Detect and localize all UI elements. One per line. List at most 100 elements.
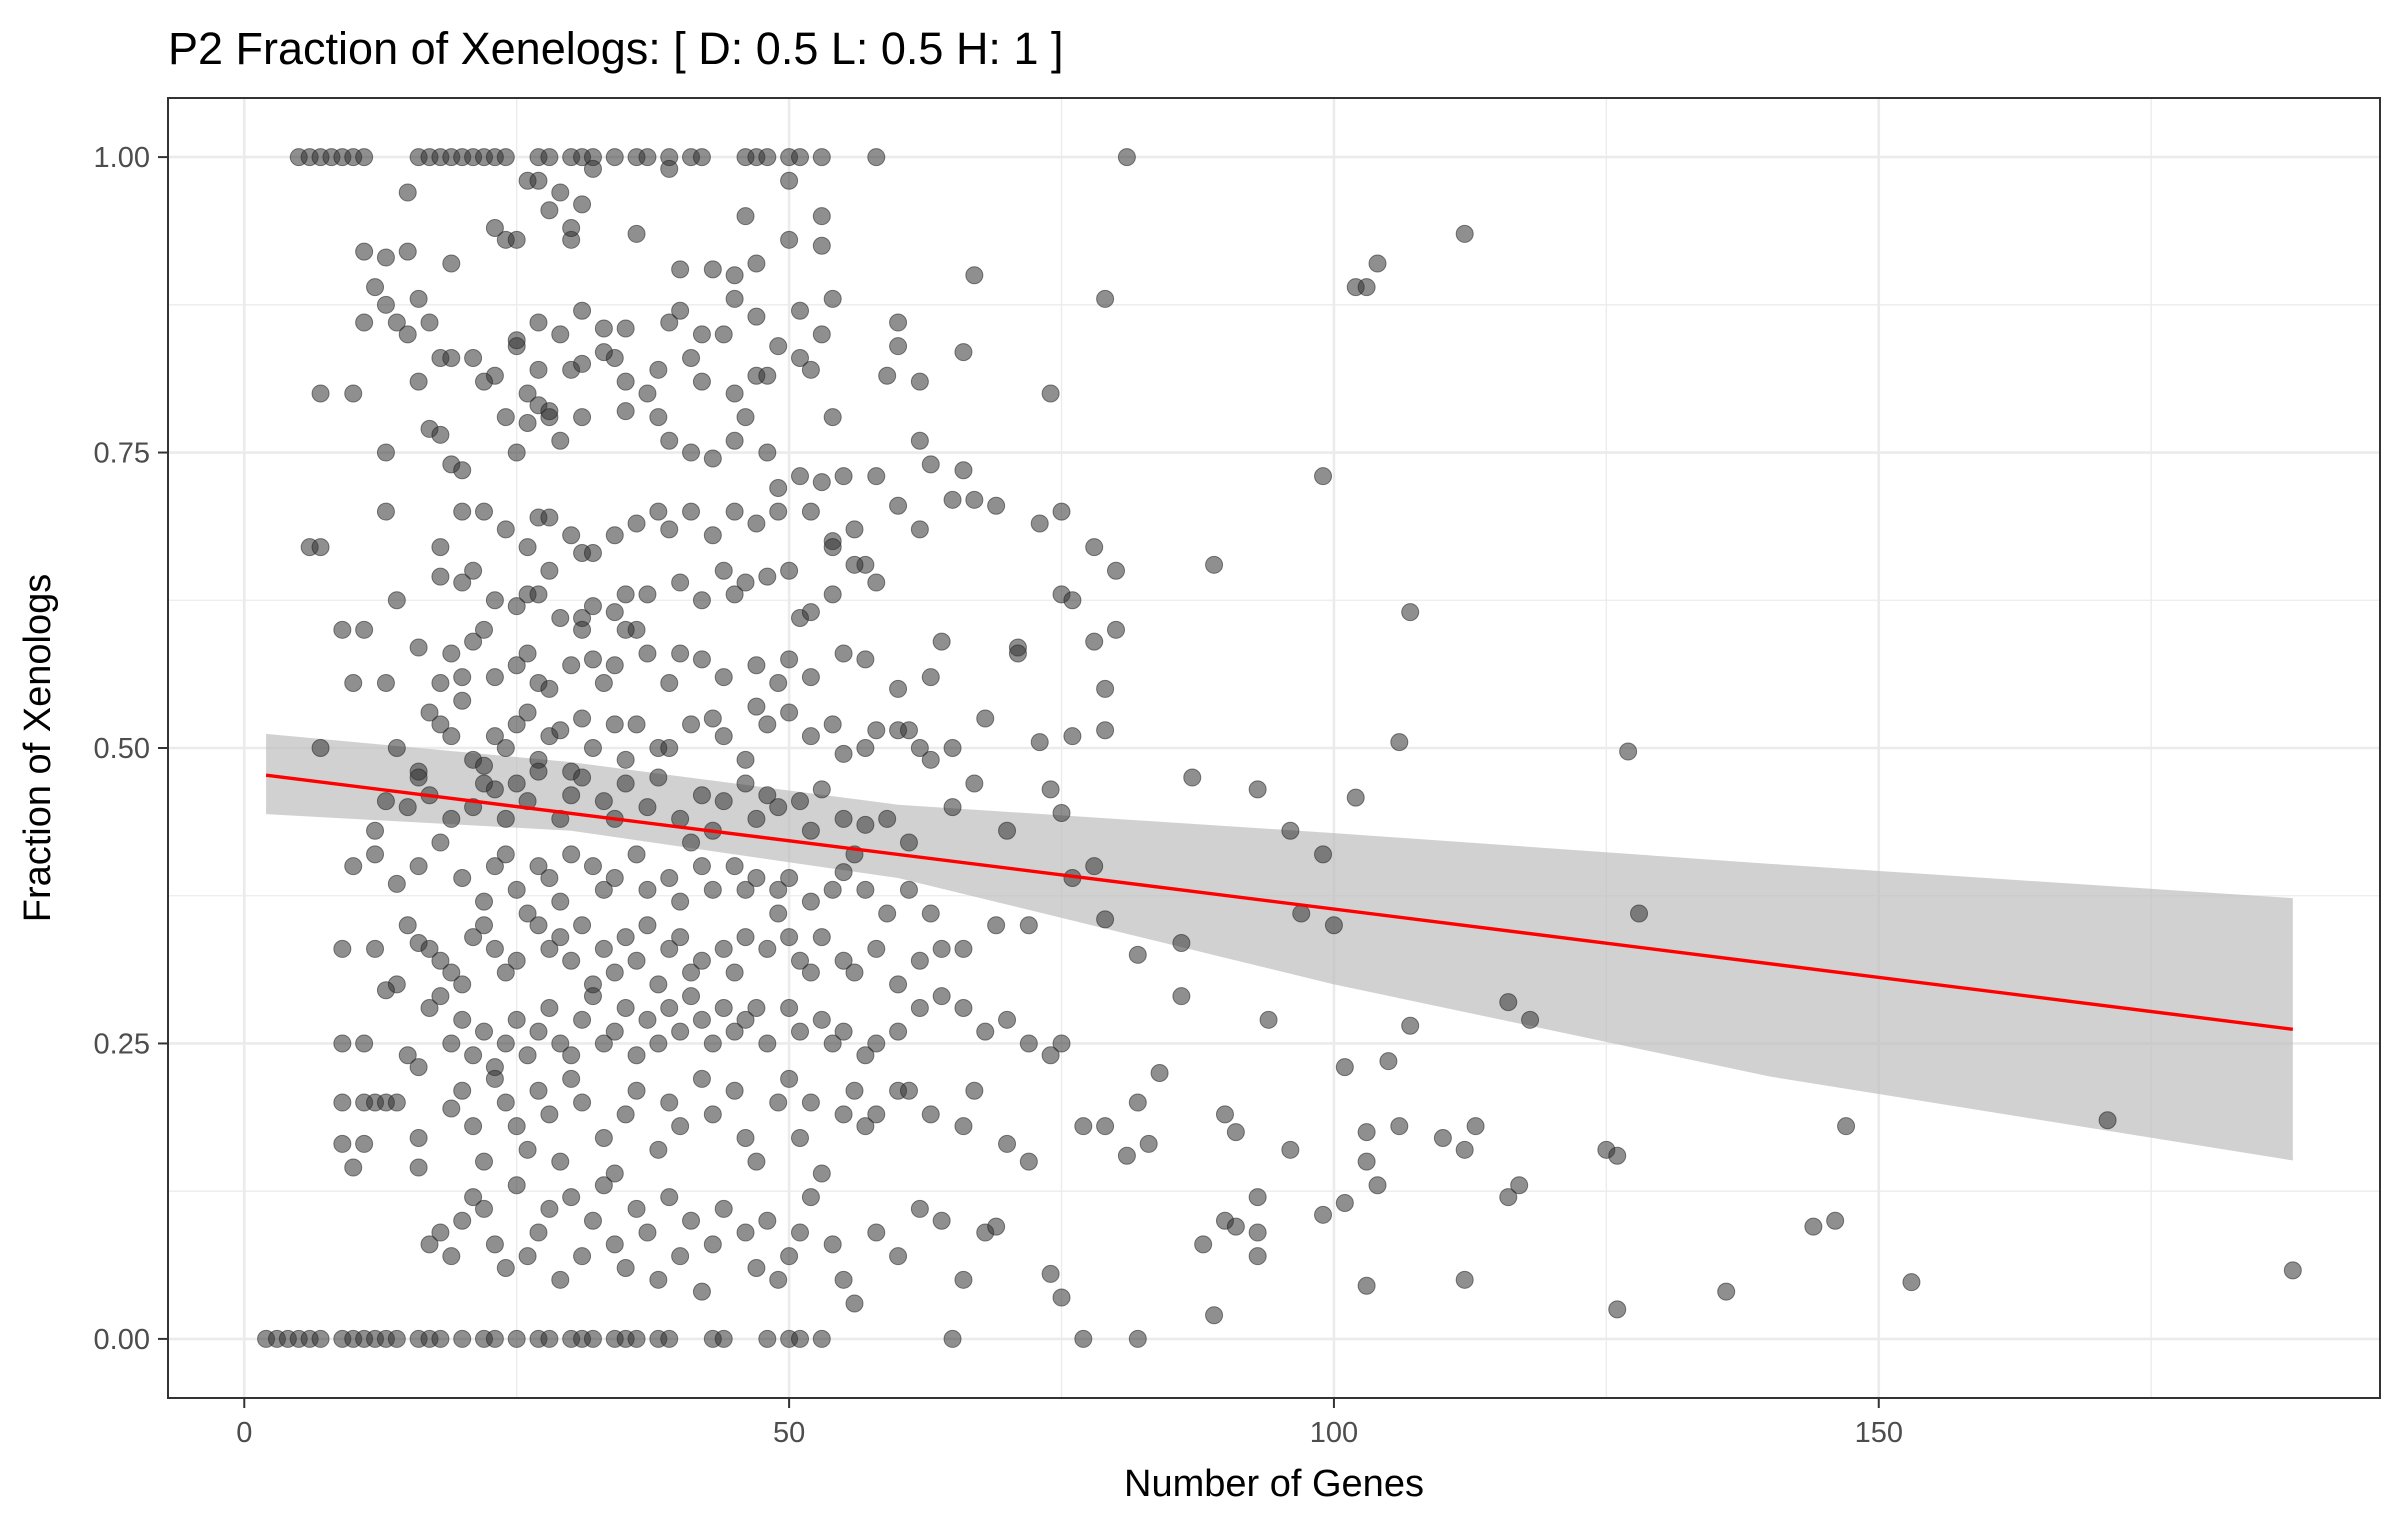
- data-point: [431, 567, 450, 586]
- data-point: [812, 780, 831, 799]
- data-point: [627, 845, 646, 864]
- data-point: [453, 975, 472, 994]
- data-point: [496, 1034, 515, 1053]
- data-point: [747, 1152, 766, 1171]
- data-point: [682, 715, 701, 734]
- data-point: [921, 668, 940, 687]
- data-point: [605, 869, 624, 887]
- data-point: [1019, 1034, 1038, 1053]
- data-point: [1041, 780, 1060, 799]
- data-point: [1096, 1117, 1115, 1136]
- data-point: [725, 585, 744, 604]
- data-point: [529, 1081, 548, 1100]
- data-point: [1063, 727, 1082, 746]
- data-point: [899, 880, 918, 899]
- data-point: [453, 461, 472, 480]
- data-point: [540, 508, 559, 527]
- data-point: [420, 313, 439, 332]
- data-point: [518, 1247, 537, 1266]
- data-point: [823, 880, 842, 899]
- data-point: [758, 1034, 777, 1053]
- data-point: [1368, 254, 1387, 273]
- data-point: [780, 703, 799, 722]
- data-point: [1466, 1117, 1485, 1136]
- data-point: [747, 254, 766, 273]
- data-point: [921, 455, 940, 474]
- data-point: [464, 561, 483, 580]
- data-point: [889, 496, 908, 515]
- data-point: [660, 739, 679, 757]
- data-point: [1902, 1273, 1921, 1292]
- data-point: [987, 916, 1006, 935]
- data-point: [671, 644, 690, 663]
- data-point: [769, 337, 788, 356]
- data-point: [562, 526, 581, 545]
- data-point: [2098, 1111, 2117, 1130]
- data-point: [387, 739, 406, 757]
- data-point: [954, 939, 973, 958]
- data-point: [671, 1247, 690, 1266]
- data-point: [605, 656, 624, 675]
- data-point: [660, 674, 679, 692]
- data-point: [780, 928, 799, 947]
- x-axis-title: Number of Genes: [1124, 1463, 1424, 1505]
- data-point: [344, 384, 363, 403]
- data-point: [736, 573, 755, 592]
- data-point: [660, 431, 679, 450]
- data-point: [1401, 603, 1420, 622]
- data-point: [747, 869, 766, 887]
- data-point: [736, 774, 755, 793]
- data-point: [801, 668, 820, 687]
- data-point: [573, 916, 592, 935]
- data-point: [409, 372, 428, 391]
- data-point: [703, 709, 722, 728]
- data-point: [376, 502, 395, 521]
- data-point: [1390, 733, 1409, 752]
- data-point: [562, 951, 581, 970]
- data-point: [485, 780, 504, 799]
- data-point: [333, 939, 352, 958]
- data-point: [758, 443, 777, 462]
- data-point: [507, 1010, 526, 1029]
- data-point: [998, 1134, 1017, 1153]
- data-point: [1335, 1194, 1354, 1212]
- data-point: [1041, 1046, 1060, 1065]
- data-point: [1074, 1117, 1093, 1136]
- data-point: [616, 1259, 635, 1277]
- data-point: [616, 928, 635, 947]
- data-point: [387, 313, 406, 332]
- data-point: [834, 809, 853, 828]
- data-point: [791, 301, 809, 320]
- data-point: [431, 833, 450, 852]
- data-point: [791, 951, 809, 970]
- data-point: [692, 372, 711, 391]
- data-point: [965, 266, 984, 285]
- data-point: [823, 1235, 842, 1254]
- data-point: [725, 1081, 744, 1100]
- data-point: [562, 845, 581, 864]
- data-point: [682, 833, 701, 852]
- data-point: [638, 1223, 657, 1242]
- confidence-band-area: [266, 733, 2293, 1161]
- data-point: [747, 1259, 766, 1277]
- data-point: [660, 520, 679, 539]
- data-point: [682, 987, 701, 1006]
- confidence-band: [266, 733, 2293, 1161]
- data-point: [398, 242, 417, 261]
- data-point: [551, 892, 570, 911]
- data-point: [573, 1010, 592, 1029]
- data-point: [344, 857, 363, 876]
- data-point: [616, 750, 635, 769]
- data-point: [594, 1176, 613, 1195]
- data-point: [540, 561, 559, 580]
- data-point: [910, 520, 929, 539]
- data-point: [376, 792, 395, 811]
- data-point: [562, 656, 581, 675]
- data-point: [529, 1022, 548, 1041]
- data-point: [638, 384, 657, 403]
- data-point: [812, 1329, 831, 1348]
- data-point: [1357, 1276, 1376, 1295]
- data-point: [496, 408, 515, 427]
- data-point: [442, 727, 461, 746]
- data-point: [834, 863, 853, 882]
